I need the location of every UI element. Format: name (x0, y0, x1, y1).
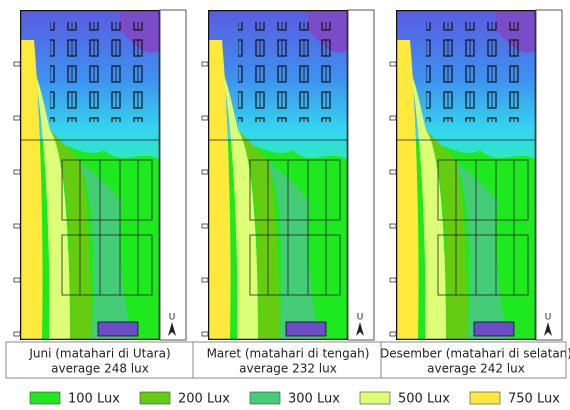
panel: U Juni (matahari di Utara)average 248 lux (14, 10, 186, 376)
column-mark (202, 116, 208, 120)
column-mark (390, 62, 396, 66)
illuminance-map (20, 10, 160, 340)
legend-label: 100 Lux (68, 392, 120, 407)
illuminance-map (396, 10, 536, 340)
legend-swatch (140, 392, 170, 404)
north-label: U (169, 313, 176, 323)
column-mark (14, 170, 20, 174)
column-mark (14, 224, 20, 228)
column-mark (14, 332, 20, 336)
caption: Maret (matahari di tengah) (207, 347, 370, 361)
north-label: U (357, 313, 364, 323)
column-mark (202, 278, 208, 282)
column-mark (202, 62, 208, 66)
legend-swatch (470, 392, 500, 404)
illuminance-map (208, 10, 348, 340)
side-strip (536, 10, 562, 340)
column-mark (202, 170, 208, 174)
average: average 232 lux (239, 362, 337, 376)
legend-swatch (30, 392, 60, 404)
column-mark (14, 62, 20, 66)
column-mark (390, 116, 396, 120)
column-mark (202, 332, 208, 336)
column-mark (390, 170, 396, 174)
average: average 242 lux (427, 362, 525, 376)
caption: Desember (matahari di selatan) (380, 347, 570, 361)
legend-swatch (360, 392, 390, 404)
column-mark (14, 278, 20, 282)
legend-label: 200 Lux (178, 392, 230, 407)
column-mark (390, 332, 396, 336)
legend-label: 300 Lux (288, 392, 340, 407)
panels: U Juni (matahari di Utara)average 248 lux… (6, 10, 570, 378)
north-label: U (545, 313, 552, 323)
legend: 100 Lux 200 Lux 300 Lux 500 Lux 750 Lux (30, 392, 560, 407)
column-mark (202, 224, 208, 228)
panel: U Desember (matahari di selatan)average 2… (380, 10, 570, 378)
column-mark (390, 224, 396, 228)
legend-label: 750 Lux (508, 392, 560, 407)
column-mark (14, 116, 20, 120)
side-strip (348, 10, 374, 340)
side-strip (160, 10, 186, 340)
panel: U Maret (matahari di tengah)average 232 l… (193, 10, 374, 378)
figure: U Juni (matahari di Utara)average 248 lux… (0, 0, 570, 410)
legend-label: 500 Lux (398, 392, 450, 407)
average: average 248 lux (51, 362, 149, 376)
caption: Juni (matahari di Utara) (28, 347, 170, 361)
column-mark (390, 278, 396, 282)
legend-swatch (250, 392, 280, 404)
